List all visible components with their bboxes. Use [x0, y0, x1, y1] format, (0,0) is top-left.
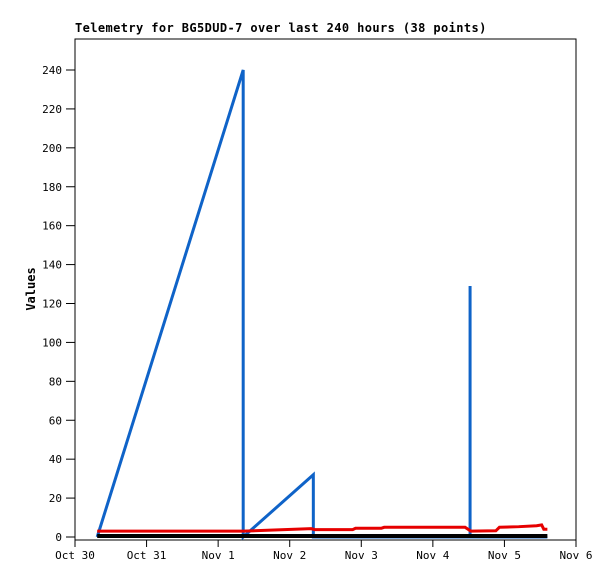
x-tick-label: Oct 30: [55, 549, 95, 562]
x-tick-label: Oct 31: [127, 549, 167, 562]
plot-border: [74, 38, 577, 541]
y-tick-label: 240: [42, 64, 62, 77]
series-channel-blue: [95, 69, 548, 541]
x-tick-label: Nov 6: [559, 549, 592, 562]
x-tick-label: Nov 5: [488, 549, 521, 562]
y-tick-label: 100: [42, 336, 62, 349]
x-tick-label: Nov 4: [416, 549, 449, 562]
y-tick-label: 80: [49, 375, 62, 388]
y-tick-label: 40: [49, 453, 62, 466]
x-tick-label: Nov 3: [345, 549, 378, 562]
y-tick-label: 60: [49, 414, 62, 427]
y-tick-label: 120: [42, 298, 62, 311]
x-tick-label: Nov 2: [273, 549, 306, 562]
chart-title: Telemetry for BG5DUD-7 over last 240 hou…: [75, 21, 487, 35]
y-tick-label: 0: [55, 531, 62, 544]
y-axis-ticks: 0 20 40 60 80 100 120 140 160 180 200 220 240: [42, 64, 75, 544]
series-channel-red: [97, 523, 548, 533]
x-axis-ticks: Oct 30 Oct 31 Nov 1 Nov 2 Nov 3 Nov 4 Nov 5 Nov…: [55, 540, 593, 562]
y-tick-label: 160: [42, 220, 62, 233]
x-tick-label: Nov 1: [202, 549, 235, 562]
y-tick-label: 180: [42, 181, 62, 194]
y-tick-label: 140: [42, 259, 62, 272]
y-tick-label: 220: [42, 103, 62, 116]
y-tick-label: 200: [42, 142, 62, 155]
y-tick-label: 20: [49, 492, 62, 505]
